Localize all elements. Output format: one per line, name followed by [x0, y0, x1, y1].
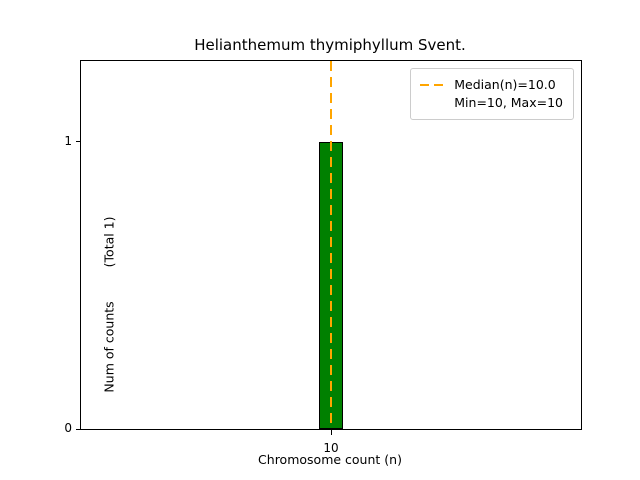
y-tick-label: 1 — [64, 133, 72, 148]
y-axis-label-main: Num of counts — [101, 301, 117, 393]
median-dash-icon — [420, 84, 447, 87]
median-line — [330, 61, 332, 429]
y-axis-label: Num of counts (Total 1) — [102, 155, 117, 455]
legend: Median(n)=10.0 Min=10, Max=10 — [410, 68, 574, 121]
y-tick-mark — [76, 141, 81, 142]
chart-title: Helianthemum thymiphyllum Svent. — [194, 36, 466, 54]
legend-row-median: Median(n)=10.0 — [420, 76, 563, 94]
x-tick-label: 10 — [323, 441, 339, 455]
legend-label-median: Median(n)=10.0 — [454, 77, 556, 92]
y-tick-mark — [76, 428, 81, 430]
legend-row-minmax: Min=10, Max=10 — [420, 94, 563, 112]
y-tick-label: 0 — [64, 421, 72, 435]
y-axis-label-total: (Total 1) — [101, 216, 117, 268]
x-tick-mark — [330, 430, 332, 435]
legend-label-minmax: Min=10, Max=10 — [454, 95, 563, 111]
plot-area: Median(n)=10.0 Min=10, Max=10 Num of cou… — [64, 60, 582, 455]
x-axis-label: Chromosome count (n) — [258, 452, 402, 467]
